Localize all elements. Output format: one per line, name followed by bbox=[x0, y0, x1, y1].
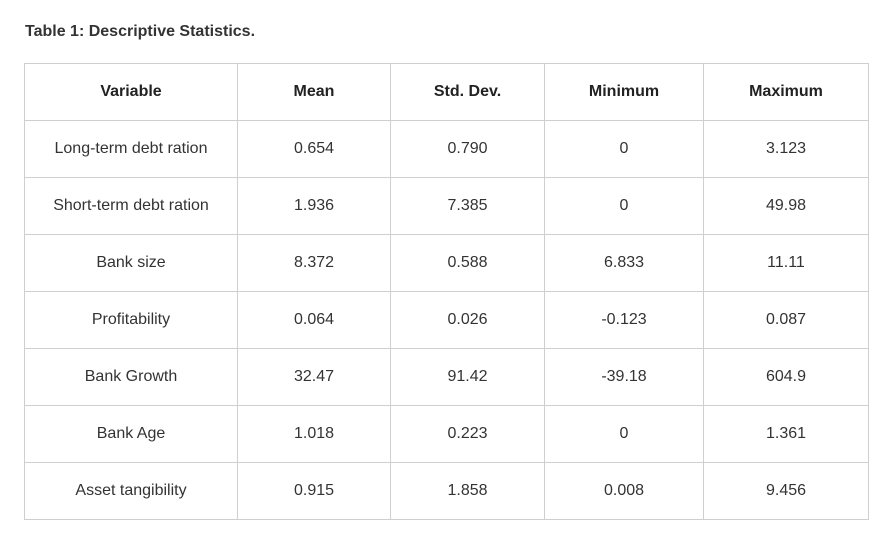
cell-maximum: 9.456 bbox=[703, 462, 869, 520]
table-row: Asset tangibility 0.915 1.858 0.008 9.45… bbox=[24, 462, 869, 520]
cell-variable: Bank Growth bbox=[24, 348, 238, 406]
table-row: Long-term debt ration 0.654 0.790 0 3.12… bbox=[24, 120, 869, 178]
descriptive-statistics-table: Variable Mean Std. Dev. Minimum Maximum … bbox=[24, 63, 869, 520]
cell-maximum: 604.9 bbox=[703, 348, 869, 406]
cell-variable: Profitability bbox=[24, 291, 238, 349]
cell-mean: 0.654 bbox=[237, 120, 391, 178]
header-row: Variable Mean Std. Dev. Minimum Maximum bbox=[24, 63, 869, 121]
cell-maximum: 49.98 bbox=[703, 177, 869, 235]
cell-maximum: 11.11 bbox=[703, 234, 869, 292]
table-row: Bank size 8.372 0.588 6.833 11.11 bbox=[24, 234, 869, 292]
table-row: Bank Age 1.018 0.223 0 1.361 bbox=[24, 405, 869, 463]
cell-std-dev: 0.790 bbox=[390, 120, 545, 178]
table-row: Profitability 0.064 0.026 -0.123 0.087 bbox=[24, 291, 869, 349]
cell-std-dev: 0.223 bbox=[390, 405, 545, 463]
cell-minimum: 0.008 bbox=[544, 462, 704, 520]
cell-mean: 0.915 bbox=[237, 462, 391, 520]
cell-minimum: 0 bbox=[544, 120, 704, 178]
cell-minimum: 0 bbox=[544, 405, 704, 463]
cell-std-dev: 1.858 bbox=[390, 462, 545, 520]
cell-mean: 32.47 bbox=[237, 348, 391, 406]
cell-maximum: 1.361 bbox=[703, 405, 869, 463]
cell-std-dev: 0.026 bbox=[390, 291, 545, 349]
cell-minimum: -39.18 bbox=[544, 348, 704, 406]
cell-variable: Short-term debt ration bbox=[24, 177, 238, 235]
cell-std-dev: 91.42 bbox=[390, 348, 545, 406]
table-row: Bank Growth 32.47 91.42 -39.18 604.9 bbox=[24, 348, 869, 406]
column-header-maximum: Maximum bbox=[703, 63, 869, 121]
cell-minimum: -0.123 bbox=[544, 291, 704, 349]
cell-maximum: 0.087 bbox=[703, 291, 869, 349]
column-header-std-dev: Std. Dev. bbox=[390, 63, 545, 121]
column-header-variable: Variable bbox=[24, 63, 238, 121]
column-header-mean: Mean bbox=[237, 63, 391, 121]
cell-variable: Bank Age bbox=[24, 405, 238, 463]
cell-variable: Long-term debt ration bbox=[24, 120, 238, 178]
cell-maximum: 3.123 bbox=[703, 120, 869, 178]
cell-mean: 1.936 bbox=[237, 177, 391, 235]
cell-minimum: 6.833 bbox=[544, 234, 704, 292]
cell-mean: 0.064 bbox=[237, 291, 391, 349]
cell-variable: Asset tangibility bbox=[24, 462, 238, 520]
cell-std-dev: 0.588 bbox=[390, 234, 545, 292]
table-caption: Table 1: Descriptive Statistics. bbox=[25, 23, 256, 40]
table-row: Short-term debt ration 1.936 7.385 0 49.… bbox=[24, 177, 869, 235]
cell-minimum: 0 bbox=[544, 177, 704, 235]
cell-variable: Bank size bbox=[24, 234, 238, 292]
column-header-minimum: Minimum bbox=[544, 63, 704, 121]
cell-std-dev: 7.385 bbox=[390, 177, 545, 235]
cell-mean: 8.372 bbox=[237, 234, 391, 292]
cell-mean: 1.018 bbox=[237, 405, 391, 463]
